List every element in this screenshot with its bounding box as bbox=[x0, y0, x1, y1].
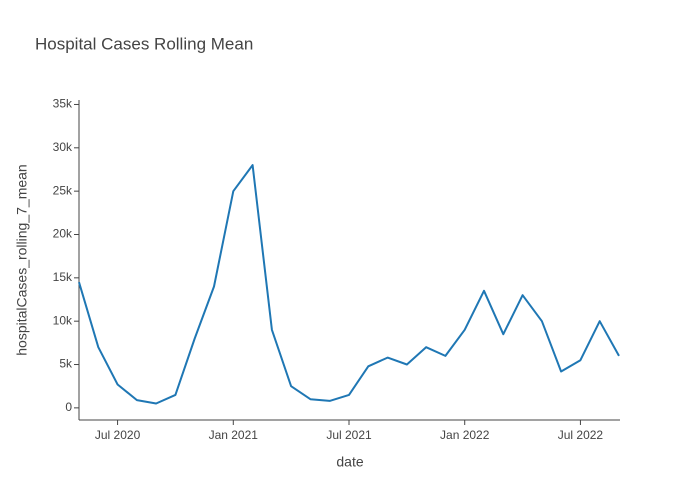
y-tick-label: 35k bbox=[53, 97, 73, 111]
x-tick-label: Jan 2022 bbox=[440, 428, 490, 442]
y-tick-label: 0 bbox=[65, 400, 72, 414]
line-series bbox=[78, 164, 620, 405]
y-tick-label: 10k bbox=[53, 313, 73, 327]
y-tick-label: 20k bbox=[53, 227, 73, 241]
x-tick-label: Jul 2020 bbox=[95, 428, 141, 442]
x-tick-label: Jul 2022 bbox=[558, 428, 604, 442]
x-tick-label: Jan 2021 bbox=[209, 428, 259, 442]
y-axis-title: hospitalCases_rolling_7_mean bbox=[14, 164, 30, 355]
y-tick-label: 15k bbox=[53, 270, 73, 284]
y-tick-label: 5k bbox=[59, 357, 73, 371]
chart-title: Hospital Cases Rolling Mean bbox=[35, 34, 253, 53]
x-tick-label: Jul 2021 bbox=[326, 428, 372, 442]
x-axis-title: date bbox=[336, 454, 363, 470]
y-tick-label: 30k bbox=[53, 140, 73, 154]
y-tick-label: 25k bbox=[53, 183, 73, 197]
